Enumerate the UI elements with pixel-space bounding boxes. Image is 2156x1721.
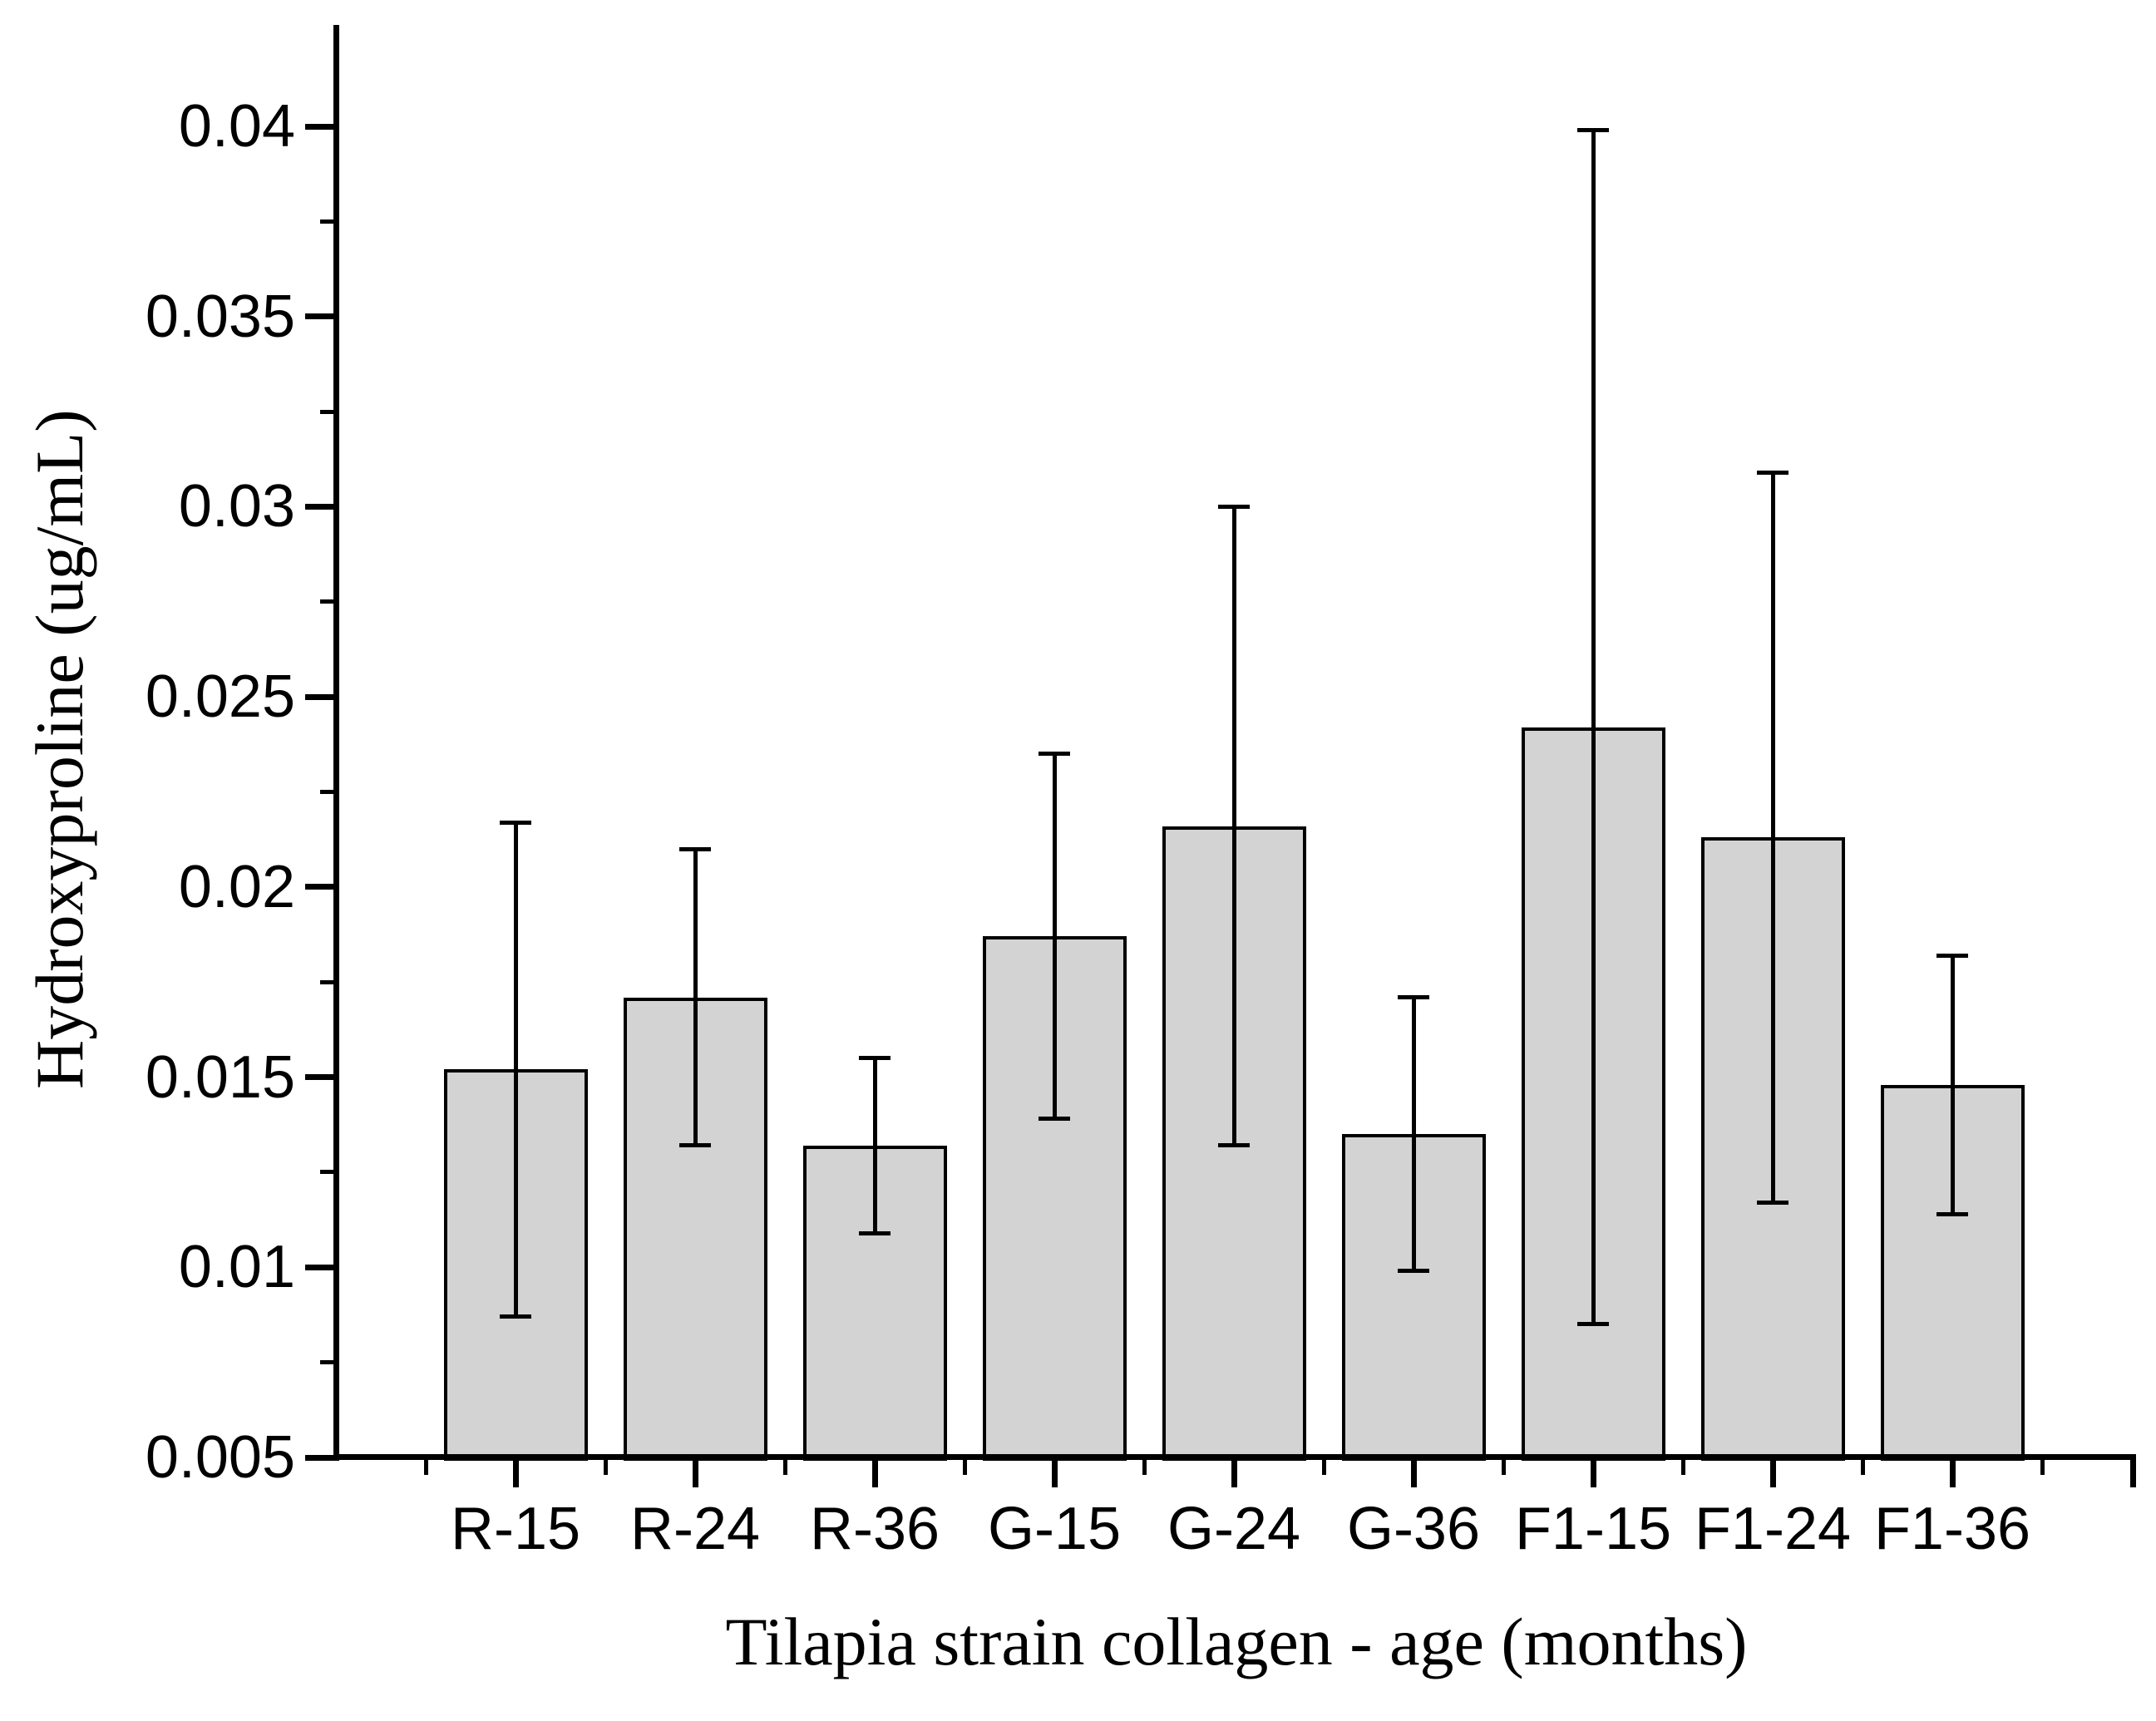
error-bar-line bbox=[1411, 997, 1416, 1271]
error-bar-line bbox=[1770, 472, 1775, 1203]
x-axis-line bbox=[333, 1454, 2136, 1460]
y-minor-tick bbox=[320, 790, 335, 794]
error-bar-line bbox=[1950, 955, 1955, 1215]
error-bar-top-cap bbox=[1577, 128, 1609, 133]
x-tick-label: R-36 bbox=[809, 1496, 940, 1562]
x-minor-tick bbox=[1321, 1460, 1326, 1475]
y-axis-title: Hydroxyproline (ug/mL) bbox=[22, 409, 97, 1089]
y-major-tick bbox=[305, 693, 333, 700]
error-bar-line bbox=[693, 849, 698, 1146]
x-major-tick bbox=[1410, 1460, 1417, 1487]
x-minor-tick bbox=[1142, 1460, 1147, 1475]
y-tick-label: 0.03 bbox=[178, 473, 295, 540]
x-tick-label: G-36 bbox=[1346, 1496, 1481, 1562]
x-tick-label: F1-24 bbox=[1694, 1496, 1852, 1562]
error-bar-top-cap bbox=[1757, 470, 1788, 475]
error-bar-top-cap bbox=[1218, 504, 1250, 509]
error-bar-bottom-cap bbox=[679, 1143, 711, 1148]
x-major-tick bbox=[1769, 1460, 1776, 1487]
x-tick-label: G-24 bbox=[1167, 1496, 1301, 1562]
error-bar-bottom-cap bbox=[1757, 1201, 1788, 1206]
x-tick-label: F1-36 bbox=[1873, 1496, 2031, 1562]
y-tick-label: 0.025 bbox=[145, 663, 295, 731]
x-major-tick bbox=[1949, 1460, 1956, 1487]
x-tick-label: R-15 bbox=[450, 1496, 581, 1562]
x-major-tick bbox=[1231, 1460, 1237, 1487]
error-bar-bottom-cap bbox=[859, 1230, 891, 1235]
y-tick-label: 0.02 bbox=[178, 853, 295, 920]
error-bar-top-cap bbox=[859, 1056, 891, 1061]
x-tick-label: R-24 bbox=[629, 1496, 761, 1562]
error-bar-line bbox=[1231, 506, 1236, 1146]
y-minor-tick bbox=[320, 1170, 335, 1175]
error-bar-top-cap bbox=[500, 820, 531, 825]
y-tick-label: 0.04 bbox=[178, 93, 295, 160]
error-bar-top-cap bbox=[1936, 953, 1968, 958]
x-minor-tick bbox=[1501, 1460, 1506, 1475]
error-bar-top-cap bbox=[679, 846, 711, 851]
y-major-tick bbox=[305, 1074, 333, 1081]
y-major-tick bbox=[305, 1454, 333, 1461]
x-minor-tick bbox=[782, 1460, 787, 1475]
x-major-tick bbox=[1590, 1460, 1596, 1487]
y-major-tick bbox=[305, 123, 333, 130]
x-tick-label: F1-15 bbox=[1514, 1496, 1672, 1562]
x-major-tick bbox=[871, 1460, 878, 1487]
y-tick-label: 0.015 bbox=[145, 1043, 295, 1111]
error-bar-line bbox=[872, 1058, 877, 1234]
x-tick-label: G-15 bbox=[987, 1496, 1122, 1562]
error-bar-bottom-cap bbox=[1039, 1117, 1070, 1122]
error-bar-top-cap bbox=[1398, 995, 1429, 999]
y-minor-tick bbox=[320, 979, 335, 984]
error-bar-bottom-cap bbox=[1936, 1211, 1968, 1216]
y-axis-line bbox=[333, 25, 339, 1461]
x-minor-tick bbox=[603, 1460, 608, 1475]
y-tick-label: 0.005 bbox=[145, 1424, 295, 1491]
x-axis-end-tick bbox=[2130, 1460, 2136, 1487]
error-bar-top-cap bbox=[1039, 752, 1070, 757]
y-tick-label: 0.035 bbox=[145, 283, 295, 350]
y-minor-tick bbox=[320, 219, 335, 224]
error-bar-line bbox=[513, 822, 518, 1317]
x-minor-tick bbox=[962, 1460, 967, 1475]
y-major-tick bbox=[305, 503, 333, 510]
error-bar-bottom-cap bbox=[1577, 1322, 1609, 1327]
error-bar-bottom-cap bbox=[1398, 1269, 1429, 1274]
y-major-tick bbox=[305, 884, 333, 890]
x-minor-tick bbox=[423, 1460, 428, 1475]
error-bar-line bbox=[1591, 130, 1596, 1324]
x-major-tick bbox=[1051, 1460, 1058, 1487]
x-major-tick bbox=[692, 1460, 698, 1487]
y-minor-tick bbox=[320, 599, 335, 604]
y-tick-label: 0.01 bbox=[178, 1234, 295, 1301]
x-minor-tick bbox=[1860, 1460, 1865, 1475]
y-minor-tick bbox=[320, 409, 335, 414]
x-axis-title: Tilapia strain collagen - age (months) bbox=[725, 1604, 1748, 1679]
x-minor-tick bbox=[2040, 1460, 2045, 1475]
error-bar-bottom-cap bbox=[1218, 1143, 1250, 1148]
x-minor-tick bbox=[1680, 1460, 1685, 1475]
y-minor-tick bbox=[320, 1360, 335, 1365]
error-bar-line bbox=[1052, 753, 1057, 1119]
y-major-tick bbox=[305, 313, 333, 320]
error-bar-bottom-cap bbox=[500, 1314, 531, 1319]
y-major-tick bbox=[305, 1264, 333, 1270]
x-major-tick bbox=[512, 1460, 519, 1487]
